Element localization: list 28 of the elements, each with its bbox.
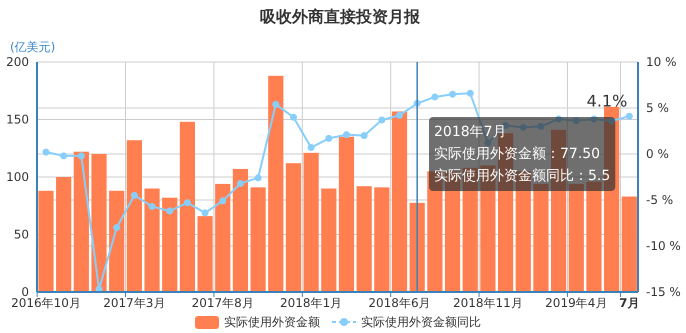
y-tick-label: 150 <box>6 112 29 126</box>
x-tick-label: 2017年8月 <box>192 296 254 310</box>
tooltip: 2018年7月 实际使用外资金额：77.50 实际使用外资金额同比：5.5 <box>429 117 616 191</box>
legend-label: 实际使用外资金额同比 <box>361 315 481 329</box>
y-tick-label: 0 <box>21 285 29 299</box>
annotation: 实际使用外资金额同比：5.5 <box>434 168 610 184</box>
x-tick-label: 2018年6月 <box>368 296 431 310</box>
y2-tick-label: -5 % <box>646 193 674 207</box>
x-tick-label: 2016年10月 <box>11 296 81 310</box>
data-label: 4.1% <box>586 91 628 110</box>
legend-label: 实际使用外资金额 <box>224 315 320 329</box>
y-axis-title: (亿美元) <box>10 40 56 54</box>
x-tick-label: 2019年4月 <box>545 296 608 310</box>
chart-title: 吸收外商直接投资月报 <box>260 7 421 26</box>
x-tick-label: 2017年3月 <box>103 296 166 310</box>
y-tick-label: 100 <box>6 170 29 184</box>
annotation: 实际使用外资金额：77.50 <box>434 146 600 162</box>
y-tick-label: 200 <box>6 55 29 69</box>
x-tick-label: 2018年11月 <box>452 296 523 310</box>
x-tick-label: 2018年1月 <box>280 296 342 310</box>
y2-tick-label: 0 % <box>646 147 669 161</box>
y2-tick-label: -10 % <box>646 239 681 253</box>
x-tick-label: 7月 <box>619 296 640 310</box>
y2-tick-label: 5 % <box>646 101 669 115</box>
y-tick-label: 50 <box>14 228 29 242</box>
annotation: 2018年7月 <box>434 124 507 140</box>
y2-tick-label: 10 % <box>646 55 676 69</box>
y2-tick-label: -15 % <box>646 285 681 299</box>
